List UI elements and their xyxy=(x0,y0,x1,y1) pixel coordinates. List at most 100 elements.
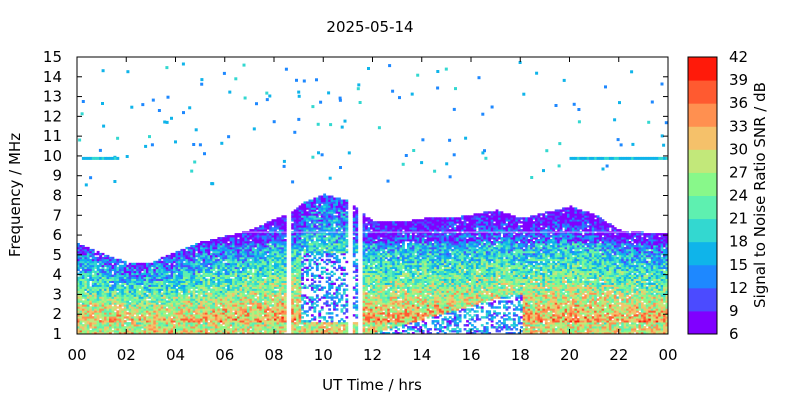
heatmap-cell xyxy=(232,248,235,252)
heatmap-cell xyxy=(77,288,80,291)
heatmap-cell xyxy=(264,262,267,266)
heatmap-cell xyxy=(104,292,107,295)
heatmap-cell xyxy=(274,227,277,230)
heatmap-cell xyxy=(338,225,341,228)
heatmap-cell xyxy=(239,314,243,317)
heatmap-cell xyxy=(320,288,324,291)
heatmap-cell xyxy=(195,296,199,299)
heatmap-cell xyxy=(205,272,208,276)
heatmap-cell xyxy=(315,294,319,297)
heatmap-cell xyxy=(224,243,228,246)
heatmap-cell xyxy=(207,312,211,315)
heatmap-cell xyxy=(182,274,186,277)
heatmap-cell xyxy=(330,316,334,319)
heatmap-cell xyxy=(185,304,189,307)
heatmap-cell xyxy=(342,239,346,242)
heatmap-cell xyxy=(276,330,280,333)
heatmap-cell xyxy=(197,300,201,303)
heatmap-cell xyxy=(79,304,83,307)
heatmap-cell xyxy=(246,316,250,319)
heatmap-cell xyxy=(109,296,112,299)
heatmap-cell xyxy=(99,288,103,291)
heatmap-cell xyxy=(296,217,300,220)
heatmap-cell xyxy=(274,270,277,274)
heatmap-cell xyxy=(136,312,139,315)
heatmap-cell xyxy=(178,308,181,311)
heatmap-cell xyxy=(229,308,233,311)
heatmap-cell xyxy=(182,332,186,335)
heatmap-cell xyxy=(355,239,359,242)
heatmap-cell xyxy=(239,264,243,268)
heatmap-cell xyxy=(178,280,181,283)
heatmap-cell xyxy=(239,266,243,270)
heatmap-cell xyxy=(214,314,218,317)
heatmap-cell xyxy=(116,266,120,270)
heatmap-cell xyxy=(362,326,366,329)
heatmap-cell xyxy=(323,246,327,250)
heatmap-cell xyxy=(195,270,199,274)
heatmap-cell xyxy=(227,332,231,335)
heatmap-cell xyxy=(116,318,120,321)
heatmap-cell xyxy=(210,322,213,325)
heatmap-cell xyxy=(298,262,302,266)
heatmap-cell xyxy=(131,284,135,287)
heatmap-cell xyxy=(237,318,240,321)
heatmap-cell xyxy=(352,225,356,228)
heatmap-cell xyxy=(104,288,107,291)
heatmap-cell xyxy=(146,296,149,299)
heatmap-cell xyxy=(192,318,196,321)
heatmap-cell xyxy=(333,235,336,238)
heatmap-cell xyxy=(276,316,280,319)
heatmap-cell xyxy=(168,260,171,264)
heatmap-cell xyxy=(205,314,208,317)
heatmap-cell xyxy=(185,328,189,331)
heatmap-cell xyxy=(155,308,159,311)
heatmap-cell xyxy=(330,302,334,305)
heatmap-cell xyxy=(217,239,221,242)
heatmap-cell xyxy=(202,320,206,323)
heatmap-cell xyxy=(315,243,319,246)
heatmap-cell xyxy=(296,262,300,266)
heatmap-cell xyxy=(96,306,100,309)
heatmap-cell xyxy=(232,284,235,287)
heatmap-cell xyxy=(175,284,179,287)
heatmap-cell xyxy=(163,300,167,303)
heatmap-cell xyxy=(190,282,194,285)
heatmap-cell xyxy=(274,294,277,297)
heatmap-cell xyxy=(77,322,80,325)
heatmap-cell xyxy=(182,320,186,323)
heatmap-cell xyxy=(242,268,245,272)
heatmap-cell xyxy=(101,296,105,299)
heatmap-cell xyxy=(160,320,164,323)
heatmap-cell xyxy=(271,260,275,264)
heatmap-cell xyxy=(217,245,221,248)
heatmap-cell xyxy=(185,332,189,335)
heatmap-cell xyxy=(303,254,307,258)
heatmap-cell xyxy=(239,284,243,287)
heatmap-cell xyxy=(118,278,122,281)
heatmap-cell xyxy=(153,268,157,272)
heatmap-cell xyxy=(244,274,248,277)
chart-title: 2025-05-14 xyxy=(326,18,413,36)
heatmap-cell xyxy=(77,268,80,272)
heatmap-cell xyxy=(136,314,139,317)
heatmap-cell xyxy=(94,310,98,313)
heatmap-cell xyxy=(264,326,267,329)
heatmap-cell xyxy=(298,227,302,230)
heatmap-cell xyxy=(276,248,280,252)
heatmap-cell xyxy=(207,328,211,331)
heatmap-cell xyxy=(182,296,186,299)
heatmap-cell xyxy=(214,296,218,299)
heatmap-cell xyxy=(168,282,171,285)
heatmap-cell xyxy=(266,264,270,268)
heatmap-cell xyxy=(195,320,199,323)
heatmap-cell xyxy=(318,243,322,246)
heatmap-cell xyxy=(197,266,201,270)
heatmap-cell xyxy=(271,252,275,256)
heatmap-cell xyxy=(109,314,112,317)
heatmap-cell xyxy=(306,272,309,276)
heatmap-cell xyxy=(269,320,272,323)
heatmap-cell xyxy=(180,258,184,262)
heatmap-cell xyxy=(146,316,149,319)
heatmap-cell xyxy=(207,318,211,321)
